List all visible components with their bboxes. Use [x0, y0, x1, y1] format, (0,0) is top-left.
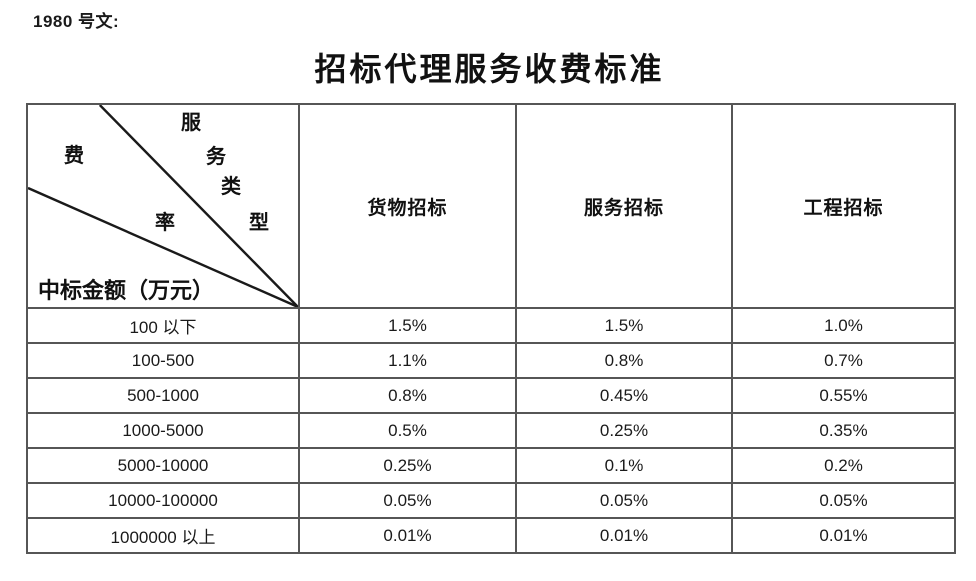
works-rate-cell: 1.0% — [731, 307, 956, 344]
amount-range-cell: 100-500 — [26, 342, 300, 379]
doc-number: 1980 号文: — [33, 12, 120, 31]
amount-range-cell: 5000-10000 — [26, 447, 300, 484]
services-rate-cell: 0.1% — [515, 447, 733, 484]
goods-rate-cell: 0.25% — [298, 447, 517, 484]
page-title: 招标代理服务收费标准 — [314, 51, 665, 87]
fee-rate-label-char-2: 率 — [155, 212, 175, 234]
works-rate-cell: 0.7% — [731, 342, 956, 379]
services-rate-cell: 1.5% — [515, 307, 733, 344]
service-type-label-char-2: 务 — [206, 146, 226, 168]
table-row: 100-500 1.1% 0.8% 0.7% — [26, 342, 956, 379]
amount-range-cell: 500-1000 — [26, 377, 300, 414]
column-header-services: 服务招标 — [515, 103, 733, 309]
service-type-label-char-1: 服 — [181, 112, 201, 134]
services-rate-cell: 0.8% — [515, 342, 733, 379]
column-header-works: 工程招标 — [731, 103, 956, 309]
services-rate-cell: 0.45% — [515, 377, 733, 414]
services-rate-cell: 0.25% — [515, 412, 733, 449]
table-row: 5000-10000 0.25% 0.1% 0.2% — [26, 447, 956, 484]
amount-axis-label: 中标金额（万元） — [38, 278, 215, 303]
services-rate-cell: 0.01% — [515, 517, 733, 554]
goods-rate-cell: 1.5% — [298, 307, 517, 344]
table-row: 500-1000 0.8% 0.45% 0.55% — [26, 377, 956, 414]
works-rate-cell: 0.2% — [731, 447, 956, 484]
goods-rate-cell: 0.01% — [298, 517, 517, 554]
fee-rate-label-char-1: 费 — [64, 145, 84, 167]
diagonal-divider-lines — [28, 105, 298, 307]
amount-range-cell: 1000-5000 — [26, 412, 300, 449]
corner-cell: 费 率 服 务 类 型 中标金额（万元） — [26, 103, 300, 309]
fee-table: 费 率 服 务 类 型 中标金额（万元） 货物招标 服务招标 工程招标 100 … — [26, 103, 956, 554]
goods-rate-cell: 0.8% — [298, 377, 517, 414]
services-rate-cell: 0.05% — [515, 482, 733, 519]
works-rate-cell: 0.35% — [731, 412, 956, 449]
table-row: 1000-5000 0.5% 0.25% 0.35% — [26, 412, 956, 449]
works-rate-cell: 0.55% — [731, 377, 956, 414]
works-rate-cell: 0.01% — [731, 517, 956, 554]
service-type-label-char-4: 型 — [249, 212, 269, 234]
works-rate-cell: 0.05% — [731, 482, 956, 519]
table-row: 1000000 以上 0.01% 0.01% 0.01% — [26, 517, 956, 554]
table-row: 100 以下 1.5% 1.5% 1.0% — [26, 307, 956, 344]
amount-range-cell: 1000000 以上 — [26, 517, 300, 554]
amount-range-cell: 10000-100000 — [26, 482, 300, 519]
goods-rate-cell: 0.5% — [298, 412, 517, 449]
service-type-label-char-3: 类 — [221, 176, 241, 198]
goods-rate-cell: 0.05% — [298, 482, 517, 519]
goods-rate-cell: 1.1% — [298, 342, 517, 379]
column-header-goods: 货物招标 — [298, 103, 517, 309]
table-header-row: 费 率 服 务 类 型 中标金额（万元） 货物招标 服务招标 工程招标 — [26, 103, 956, 309]
amount-range-cell: 100 以下 — [26, 307, 300, 344]
table-row: 10000-100000 0.05% 0.05% 0.05% — [26, 482, 956, 519]
